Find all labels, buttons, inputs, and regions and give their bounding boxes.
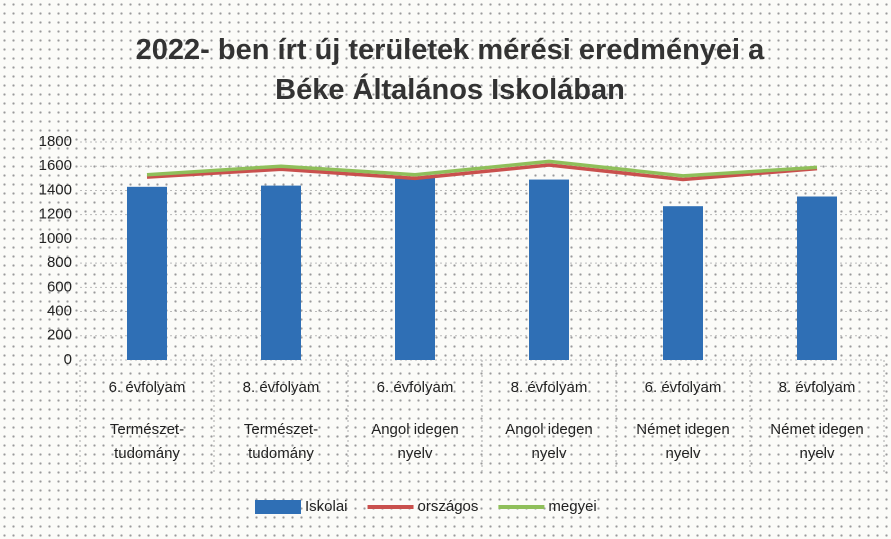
- y-tick-label: 200: [47, 327, 72, 344]
- bar: [395, 177, 435, 360]
- legend-label: Iskolai: [305, 498, 348, 515]
- y-tick-label: 1200: [39, 206, 72, 223]
- group-label: Természet-tudomány: [243, 421, 319, 462]
- y-tick-label: 1000: [39, 230, 72, 247]
- category-label: 6. évfolyam: [644, 379, 722, 396]
- y-tick-label: 1800: [39, 133, 72, 150]
- line: [146, 159, 818, 178]
- category-label: 8. évfolyam: [510, 379, 588, 396]
- group-label: Természet-tudomány: [109, 421, 185, 462]
- legend-label: megyei: [548, 498, 596, 515]
- group-label: Angol idegen nyelv: [505, 421, 593, 462]
- y-tick-label: 1600: [39, 157, 72, 174]
- bar: [127, 186, 167, 360]
- y-tick-label: 400: [47, 303, 72, 320]
- legend-swatch: [255, 500, 301, 514]
- y-tick-label: 0: [64, 351, 72, 368]
- y-tick-label: 600: [47, 278, 72, 295]
- chart-title: 2022- ben írt új területek mérési eredmé…: [135, 34, 765, 106]
- group-label: Német idegen nyelv: [636, 421, 730, 462]
- category-label: 6. évfolyam: [376, 379, 454, 396]
- bar: [529, 179, 569, 360]
- category-label: 6. évfolyam: [108, 379, 186, 396]
- group-label: Angol idegen nyelv: [371, 421, 459, 462]
- legend-label: országos: [418, 498, 479, 515]
- category-label: 8. évfolyam: [242, 379, 320, 396]
- y-tick-label: 1400: [39, 181, 72, 198]
- line: [146, 163, 818, 182]
- bar: [663, 206, 703, 360]
- group-label: Német idegen nyelv: [770, 421, 864, 462]
- category-label: 8. évfolyam: [778, 379, 856, 396]
- bar: [797, 196, 837, 360]
- y-tick-label: 800: [47, 254, 72, 271]
- bar: [261, 185, 301, 360]
